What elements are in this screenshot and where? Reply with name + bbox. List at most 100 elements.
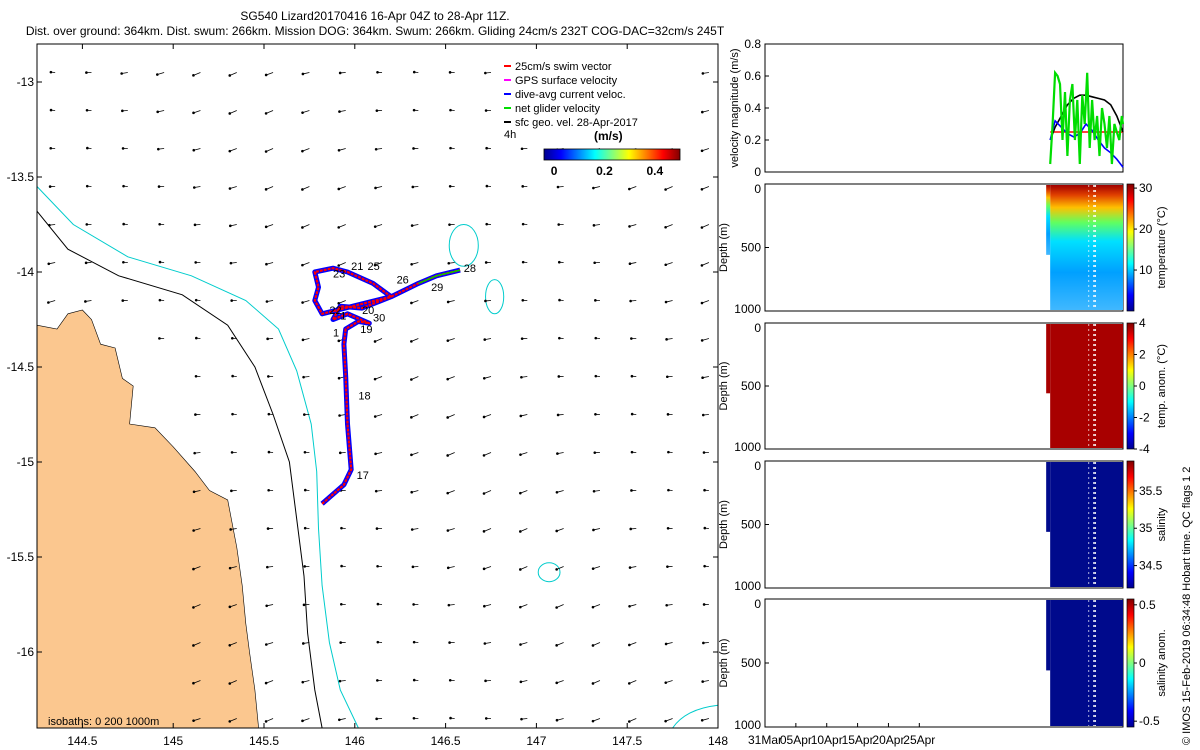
current-vector-head	[373, 263, 377, 267]
current-vector-head	[264, 150, 268, 153]
current-vector-head	[375, 109, 379, 112]
current-vector-head	[338, 71, 342, 75]
current-vector-head	[303, 413, 306, 416]
section-colorbar	[1126, 183, 1135, 312]
current-vector-head	[267, 375, 270, 378]
section-y-label: Depth (m)	[718, 362, 730, 411]
current-vector-head	[193, 451, 196, 455]
current-vector-head	[265, 262, 268, 266]
current-vector-head	[340, 564, 343, 568]
current-vector-head	[85, 184, 89, 188]
current-vector-head	[338, 451, 342, 455]
current-vector-head	[192, 719, 195, 722]
current-vector-head	[301, 719, 304, 723]
current-vector-head	[702, 641, 705, 645]
current-vector-head	[666, 413, 670, 416]
current-vector-head	[122, 222, 125, 226]
current-vector-head	[301, 111, 304, 114]
current-vector-head	[664, 225, 667, 229]
track-day-label: 26	[397, 274, 409, 286]
current-vector-head	[519, 568, 522, 571]
current-vector-head	[264, 188, 268, 191]
legend-label: dive-avg current veloc.	[515, 89, 626, 101]
current-vector-head	[482, 454, 486, 457]
current-vector-head	[85, 71, 88, 74]
current-vector-head	[446, 529, 450, 532]
current-vector-head	[412, 716, 416, 720]
current-vector-head	[557, 260, 561, 264]
current-vector-head	[194, 374, 198, 378]
time-axis-tick-label: 20Apr	[872, 733, 904, 747]
current-vector-head	[483, 338, 487, 341]
current-vector-head	[376, 602, 380, 606]
current-vector-head	[446, 300, 450, 304]
current-vector-head	[47, 262, 51, 266]
track-day-label: 17	[357, 470, 369, 482]
map-y-tick-label: -16	[17, 645, 35, 659]
current-vector-head	[447, 603, 451, 607]
section-panel-salinity: 0 500 1000 Depth (m) 34.5 35 35.5 salinity	[718, 459, 1168, 593]
current-vector-head	[301, 72, 305, 76]
current-vector-head	[84, 261, 88, 265]
current-vector-head	[410, 224, 414, 227]
section-colorbar-tick-label: 20	[1139, 222, 1153, 236]
current-vector-head	[158, 222, 161, 226]
figure-title: SG540 Lizard20170416 16-Apr 04Z to 28-Ap…	[240, 9, 509, 23]
section-y-tick-label: 500	[741, 656, 761, 670]
current-vector-head	[228, 566, 232, 570]
current-vector-head	[303, 565, 307, 568]
track-day-label: 22	[329, 305, 341, 317]
legend-interval: 4h	[504, 129, 516, 141]
current-vector-head	[266, 527, 270, 530]
current-vector-head	[374, 452, 377, 456]
section-colorbar-label: temp. anom. (°C)	[1156, 344, 1168, 428]
track-day-label: 23	[333, 269, 345, 281]
current-vector-head	[122, 184, 125, 188]
current-vector-head	[228, 187, 232, 190]
reef-outline	[672, 704, 719, 729]
current-vector-head	[84, 300, 87, 303]
current-vector-head	[267, 488, 270, 492]
current-vector-head	[195, 336, 198, 340]
current-vector-head	[594, 299, 597, 302]
current-vector-head	[412, 147, 415, 150]
current-vector-head	[555, 568, 558, 571]
current-vector-head	[482, 492, 486, 495]
current-vector-head	[157, 147, 160, 151]
current-vector-head	[519, 491, 522, 495]
current-vector-head	[630, 489, 633, 492]
track-day-label: 18	[358, 390, 370, 402]
current-vector-head	[664, 263, 668, 267]
map-y-tick-label: -14.5	[7, 360, 35, 374]
current-vector-head	[229, 224, 232, 228]
current-vector-head	[228, 720, 232, 723]
section-colorbar-tick-label: 4	[1139, 316, 1146, 330]
current-vector-head	[519, 605, 522, 609]
current-vector-head	[228, 605, 232, 609]
current-vector-head	[591, 567, 595, 570]
reef-outline	[537, 562, 561, 583]
section-data-field	[1050, 462, 1123, 587]
current-vector-head	[301, 642, 305, 645]
current-vector-head	[629, 299, 632, 303]
current-vector-head	[593, 261, 596, 265]
current-vector-head	[337, 149, 341, 152]
current-vector-head	[628, 262, 632, 265]
current-vector-head	[594, 336, 598, 340]
track-day-label: 21	[351, 261, 363, 273]
current-vector-head	[446, 454, 449, 457]
current-vector-head	[519, 453, 522, 456]
current-vector-head	[412, 70, 416, 74]
section-y-tick-label: 1000	[734, 302, 761, 316]
section-colorbar-label: salinity	[1156, 507, 1168, 541]
current-vector-head	[594, 412, 597, 416]
current-vector-head	[373, 340, 377, 343]
current-vector-head	[700, 226, 704, 229]
current-vector-head	[301, 149, 304, 153]
current-vector-head	[482, 377, 486, 380]
current-vector-head	[122, 260, 125, 264]
current-vector-head	[301, 263, 304, 267]
current-vector-head	[121, 147, 125, 150]
current-vector-head	[412, 678, 416, 682]
